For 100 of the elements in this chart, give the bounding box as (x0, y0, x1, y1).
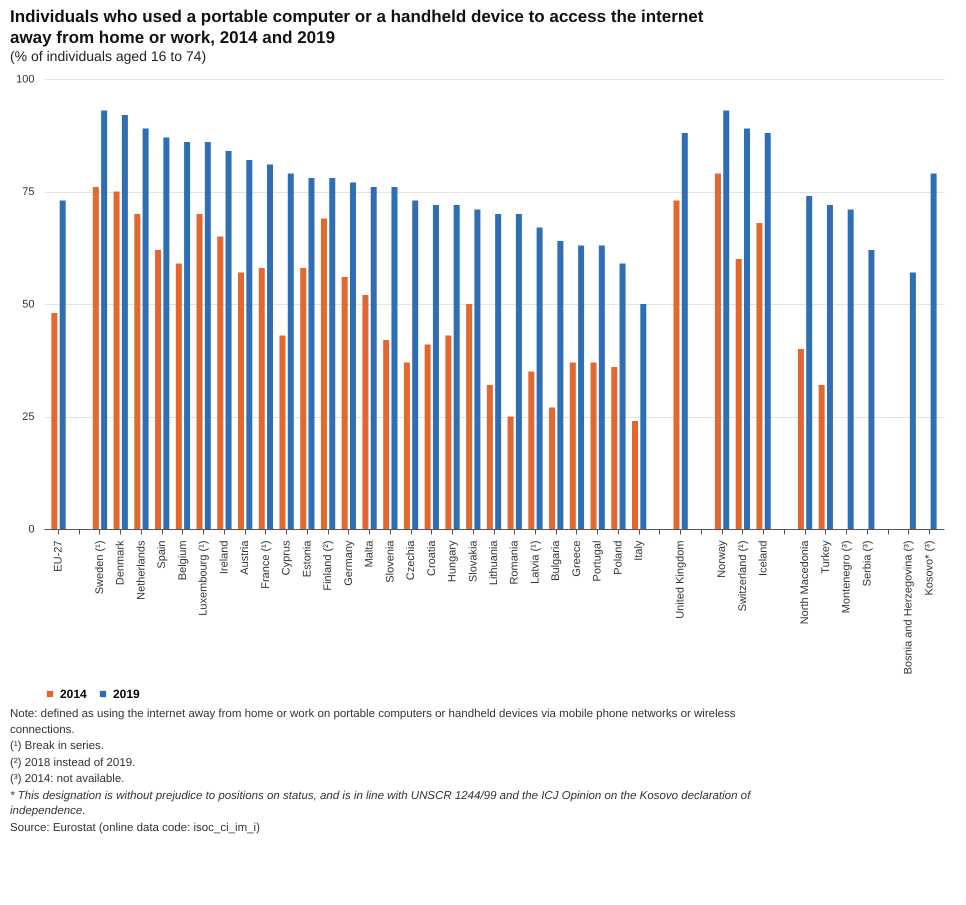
x-tick-label: Slovakia (467, 540, 480, 582)
bar (412, 200, 418, 529)
x-tick-label: Greece (570, 540, 583, 577)
bar (391, 187, 398, 529)
bar (536, 228, 543, 529)
x-tick-label: France (¹) (260, 540, 272, 589)
bar (508, 416, 514, 529)
text: Note: defined as using the internet away from home or work on portable computers or handheld devices via mobile phone networks or wireless connections. (10, 707, 737, 738)
x-tick-label: Bosnia and Herzegovina (³) (902, 540, 915, 674)
bar (432, 205, 439, 529)
text: (³) 2014: not available. (10, 772, 126, 788)
bar (142, 128, 149, 529)
y-tick-label: 100 (16, 74, 34, 86)
bar (806, 196, 812, 529)
bar (910, 272, 916, 529)
x-tick-label: Turkey (820, 540, 832, 574)
x-tick-label: Hungary (446, 540, 459, 582)
bar (598, 246, 605, 529)
x-tick-label: Norway (716, 540, 728, 578)
y-tick-label: 0 (28, 524, 34, 536)
bar (723, 110, 730, 529)
x-tick-label: Czechia (405, 540, 418, 580)
x-tick-label: Romania (508, 540, 521, 585)
x-tick-label: Switzerland (¹) (736, 540, 749, 612)
bar (267, 164, 274, 529)
bar (114, 192, 120, 529)
bar (549, 408, 556, 529)
bar (486, 385, 493, 529)
x-tick-label: Netherlands (135, 540, 148, 600)
bar (362, 295, 368, 529)
bar (454, 205, 460, 529)
source-note: Source: Eurostat (online data code: isoc_ci_im_i) (10, 820, 261, 836)
x-tick-label: Serbia (³) (861, 540, 874, 586)
x-tick-label: Austria (239, 540, 252, 575)
text: (²) 2018 instead of 2019. (10, 756, 136, 771)
legend-label: 2014 (60, 687, 88, 701)
bar (516, 214, 522, 529)
x-tick-label: Lithuania (488, 540, 500, 586)
bar (122, 115, 128, 529)
bar (466, 304, 472, 529)
x-tick-label: Kosovo* (³) (923, 540, 936, 596)
bar (308, 178, 315, 529)
bar (930, 174, 937, 529)
x-tick-label: Montenegro (³) (840, 540, 853, 614)
x-tick-label: Slovenia (384, 540, 396, 583)
bar (590, 362, 597, 529)
x-tick-label: United Kingdom (674, 540, 687, 619)
bar (196, 214, 203, 529)
bar (342, 277, 348, 529)
x-tick-label: Spain (156, 540, 168, 569)
y-tick-label: 50 (22, 298, 34, 310)
text: (¹) Break in series. (10, 739, 105, 754)
bar (51, 313, 58, 529)
x-tick-label: Portugal (592, 540, 604, 582)
bar (246, 160, 252, 529)
bar (714, 174, 721, 529)
bar (320, 218, 327, 529)
chart-title: Individuals who used a portable computer or a handheld device to access the internet away from home or work, 2014 and 2019 (10, 6, 704, 48)
bar (163, 138, 170, 529)
bar (744, 128, 750, 529)
y-tick-label: 75 (22, 186, 34, 198)
bar (134, 214, 140, 529)
x-tick-label: Cyprus (280, 540, 293, 576)
bar (204, 142, 211, 529)
bar (383, 340, 390, 529)
bar (155, 250, 162, 529)
bar (258, 268, 265, 529)
bar (217, 236, 224, 529)
bar (756, 223, 762, 529)
x-tick-label: Bulgaria (550, 540, 562, 581)
x-tick-label: Belgium (176, 540, 189, 580)
bar (611, 367, 618, 529)
bar (184, 142, 190, 529)
bar (826, 205, 833, 529)
bar (288, 174, 294, 529)
x-tick-label: Ireland (218, 540, 230, 574)
bar (682, 133, 688, 529)
bar (92, 187, 99, 529)
x-tick-label: EU-27 (52, 540, 65, 572)
x-tick-label: Croatia (426, 540, 438, 576)
x-tick-label: Sweden (¹) (94, 540, 106, 594)
bar (495, 214, 502, 529)
bar (329, 178, 336, 529)
x-tick-label: Iceland (758, 540, 770, 576)
chart-subtitle: (% of individuals aged 16 to 74) (10, 48, 208, 64)
bar (226, 151, 232, 529)
bar (370, 187, 377, 529)
x-tick-label: Estonia (301, 540, 314, 578)
x-tick-label: Finland (²) (322, 540, 334, 591)
bar (764, 133, 771, 529)
x-tick-label: Latvia (¹) (529, 540, 542, 584)
x-tick-label: Poland (612, 540, 624, 575)
bar (798, 349, 804, 529)
x-tick-label: Luxembourg (¹) (198, 540, 210, 616)
bar (578, 246, 584, 529)
bar (238, 272, 244, 529)
bar (279, 336, 286, 529)
bar (848, 210, 854, 529)
y-tick-label: 25 (22, 411, 34, 423)
bar (424, 344, 431, 529)
